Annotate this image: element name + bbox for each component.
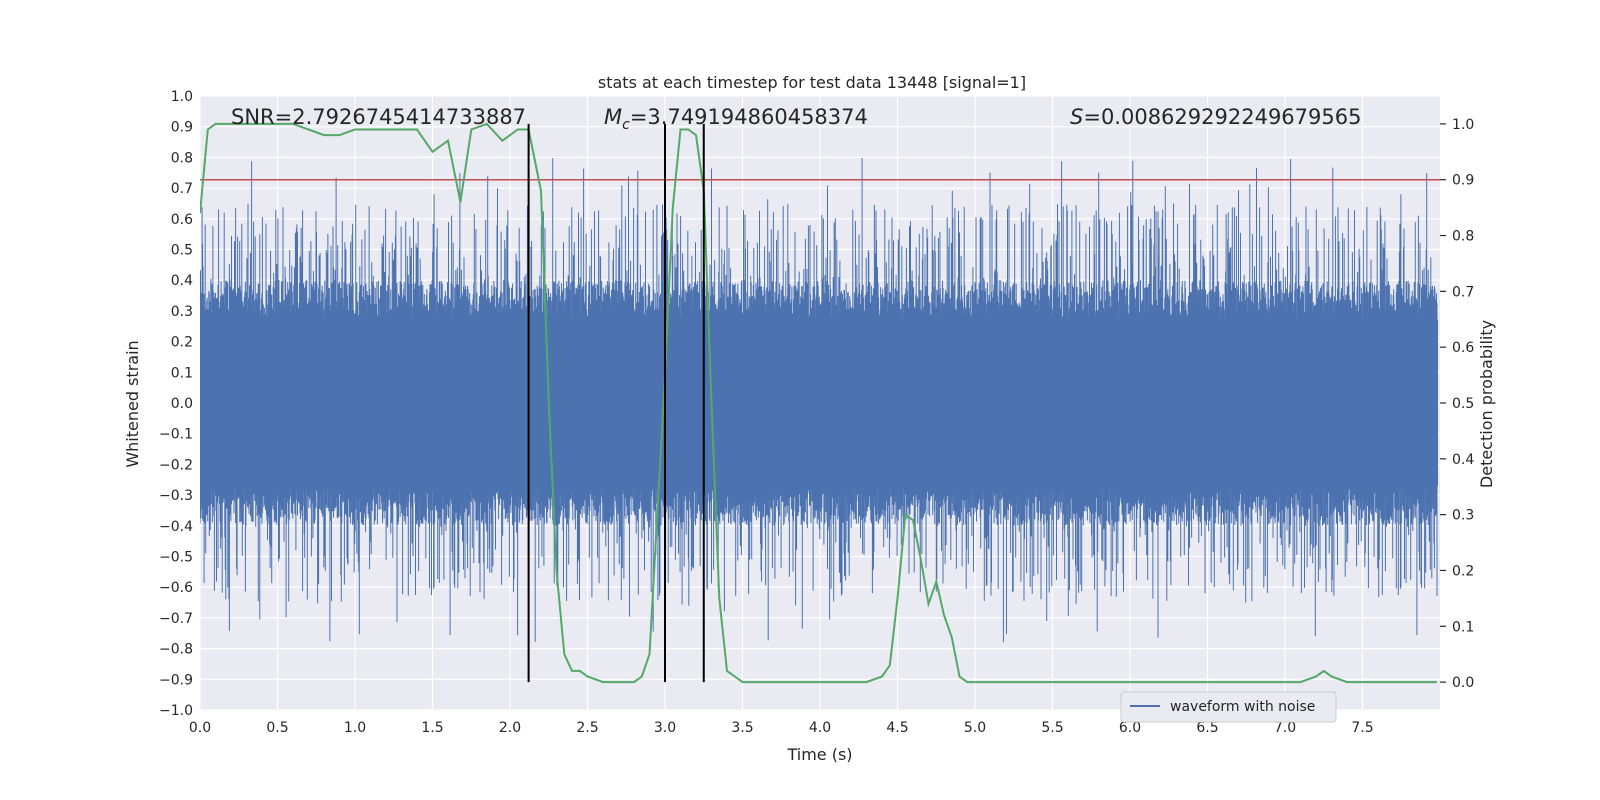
y-tick-label: 0.1 (171, 365, 193, 381)
x-tick-label: 2.5 (576, 720, 598, 736)
y-tick-label: −0.3 (159, 488, 193, 504)
y-tick-label: −0.7 (159, 611, 193, 627)
chirp-mass-value: =3.749194860458374 (630, 105, 868, 129)
x-tick-label: 1.5 (421, 720, 443, 736)
y2-tick-label: 0.1 (1452, 619, 1474, 635)
y2-axis-ticks: 1.0 0.9 0.8 0.7 0.6 0.5 0.4 0.3 0.2 0.1 0.0 (1440, 117, 1474, 691)
y-tick-label: −0.8 (159, 642, 193, 658)
y2-axis-label: Detection probability (1477, 320, 1496, 488)
y-tick-label: 0.5 (171, 243, 193, 259)
y2-tick-label: 0.3 (1452, 508, 1474, 524)
y-tick-label: 0.7 (171, 181, 193, 197)
x-tick-label: 7.5 (1351, 720, 1373, 736)
s-symbol: S (1070, 105, 1083, 129)
legend-label: waveform with noise (1170, 699, 1315, 715)
x-tick-label: 2.0 (499, 720, 521, 736)
y2-tick-label: 0.4 (1452, 452, 1474, 468)
y2-tick-label: 0.6 (1452, 340, 1474, 356)
s-annotation: S=0.008629292249679565 (1070, 105, 1361, 129)
y2-tick-label: 0.0 (1452, 675, 1474, 691)
y2-tick-label: 0.9 (1452, 173, 1474, 189)
y-tick-label: 0.2 (171, 335, 193, 351)
legend: waveform with noise (1120, 691, 1337, 723)
x-tick-label: 5.0 (964, 720, 986, 736)
waveform-core-band (200, 320, 1438, 486)
chirp-mass-subscript: c (622, 117, 630, 133)
y-tick-label: −0.1 (159, 427, 193, 443)
y-tick-label: 0.0 (171, 396, 193, 412)
y-tick-label: −1.0 (159, 703, 193, 719)
chirp-mass-symbol: M (604, 105, 622, 129)
y2-tick-label: 0.8 (1452, 229, 1474, 245)
y-tick-label: −0.4 (159, 519, 193, 535)
x-tick-label: 7.0 (1274, 720, 1296, 736)
y-tick-label: −0.6 (159, 580, 193, 596)
y-tick-label: 1.0 (171, 89, 193, 105)
x-tick-label: 4.0 (809, 720, 831, 736)
y2-tick-label: 0.5 (1452, 396, 1474, 412)
detection-probability-series (200, 122, 1437, 684)
y-tick-label: −0.2 (159, 457, 193, 473)
y-tick-label: 0.6 (171, 212, 193, 228)
y2-tick-label: 0.2 (1452, 563, 1474, 579)
y-tick-label: −0.5 (159, 550, 193, 566)
y-tick-label: 0.9 (171, 120, 193, 136)
y2-tick-label: 1.0 (1452, 117, 1474, 133)
s-value: =0.008629292249679565 (1083, 105, 1361, 129)
snr-annotation: SNR=2.7926745414733887 (231, 105, 526, 129)
y-tick-label: 0.4 (171, 273, 193, 289)
event-markers (527, 123, 705, 683)
chirp-mass-annotation: Mc=3.749194860458374 (604, 105, 868, 133)
legend-box (1120, 691, 1337, 723)
x-tick-label: 6.0 (1119, 720, 1141, 736)
y2-tick-label: 0.7 (1452, 284, 1474, 300)
y-tick-label: 0.8 (171, 150, 193, 166)
probability-line (200, 122, 1437, 684)
x-tick-label: 3.0 (654, 720, 676, 736)
y-tick-label: −0.9 (159, 672, 193, 688)
y-axis-label: Whitened strain (123, 340, 142, 467)
waveform-series (200, 158, 1438, 643)
x-tick-label: 1.0 (344, 720, 366, 736)
x-tick-label: 0.0 (189, 720, 211, 736)
x-axis-label: Time (s) (786, 745, 852, 764)
x-tick-label: 6.5 (1196, 720, 1218, 736)
y-axis-ticks: 1.0 0.9 0.8 0.7 0.6 0.5 0.4 0.3 0.2 0.1 0.0 −0.1 −0.… (159, 89, 193, 719)
x-axis-ticks: 0.0 0.5 1.0 1.5 2.0 2.5 3.0 3.5 4.0 4.5 5.0 5.5 6.0 6… (189, 720, 1374, 736)
x-tick-label: 4.5 (886, 720, 908, 736)
chart-title: stats at each timestep for test data 134… (598, 73, 1026, 92)
x-tick-label: 5.5 (1041, 720, 1063, 736)
x-tick-label: 0.5 (266, 720, 288, 736)
y-tick-label: 0.3 (171, 304, 193, 320)
x-tick-label: 3.5 (731, 720, 753, 736)
